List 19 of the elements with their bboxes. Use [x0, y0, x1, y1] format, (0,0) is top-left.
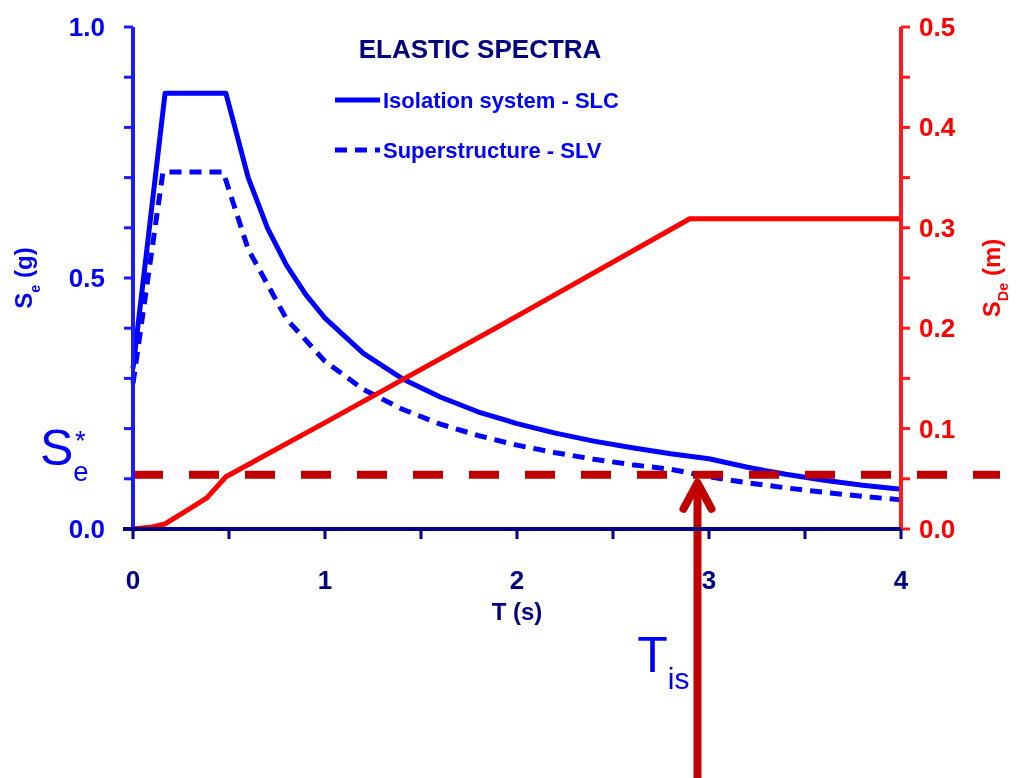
x-tick-label: 3: [701, 565, 717, 595]
x-tick-label: 1: [317, 565, 333, 595]
y2-tick-label: 0.1: [919, 413, 956, 444]
x-tick-label: 4: [893, 565, 909, 595]
legend-label: Isolation system - SLC: [383, 88, 620, 113]
legend-label: Superstructure - SLV: [383, 138, 602, 163]
x-axis-title: T (s): [491, 598, 543, 625]
y2-tick-label: 0.0: [919, 514, 956, 544]
y-tick-label: 0.5: [68, 263, 105, 293]
ref-line-label: T$_{is}$: [637, 627, 690, 695]
y-tick-label: 0.0: [68, 514, 105, 544]
y2-tick-label: 0.3: [919, 212, 956, 243]
chart-title: ELASTIC SPECTRA: [358, 34, 602, 64]
y2-tick-label: 0.5: [919, 12, 956, 42]
y2-tick-label: 0.2: [919, 313, 956, 344]
y2-tick-label: 0.4: [919, 112, 956, 143]
y-tick-label: 1.0: [68, 12, 105, 42]
x-tick-label: 2: [509, 565, 525, 595]
x-tick-label: 0: [125, 565, 141, 595]
